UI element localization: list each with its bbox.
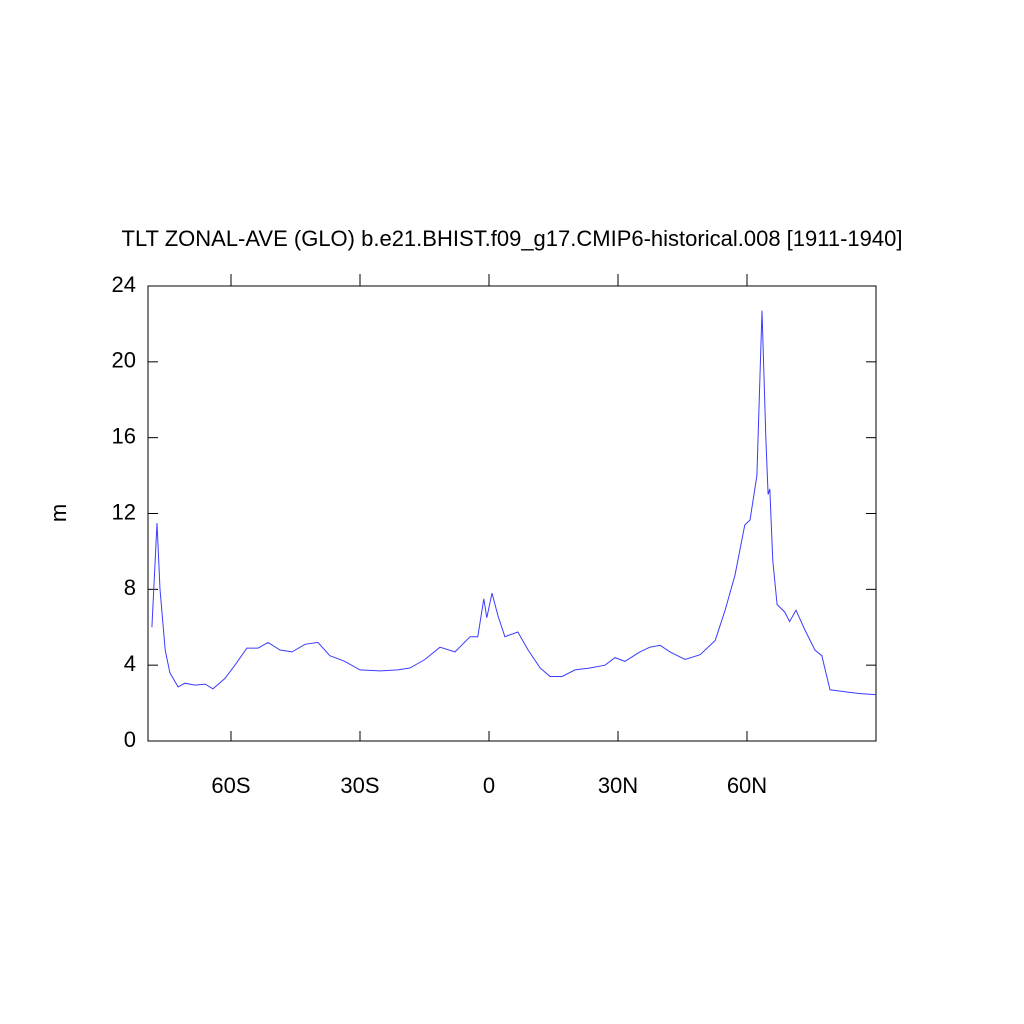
data-line [151,310,877,696]
x-tick-label: 0 [483,773,495,798]
y-tick-label: 16 [112,423,136,448]
x-tick-label: 30S [340,773,379,798]
x-tick-label: 60S [211,773,250,798]
chart-title: TLT ZONAL-AVE (GLO) b.e21.BHIST.f09_g17.… [122,226,903,251]
plot-frame [147,285,877,742]
y-axis-label: m [46,504,71,522]
y-tick-label: 20 [112,348,136,373]
x-tick-label: 60N [727,773,767,798]
x-tick-label: 30N [598,773,638,798]
y-tick-label: 12 [112,499,136,524]
y-tick-label: 24 [112,272,136,297]
y-tick-label: 8 [124,575,136,600]
y-tick-label: 0 [124,727,136,752]
y-tick-label: 4 [124,651,136,676]
